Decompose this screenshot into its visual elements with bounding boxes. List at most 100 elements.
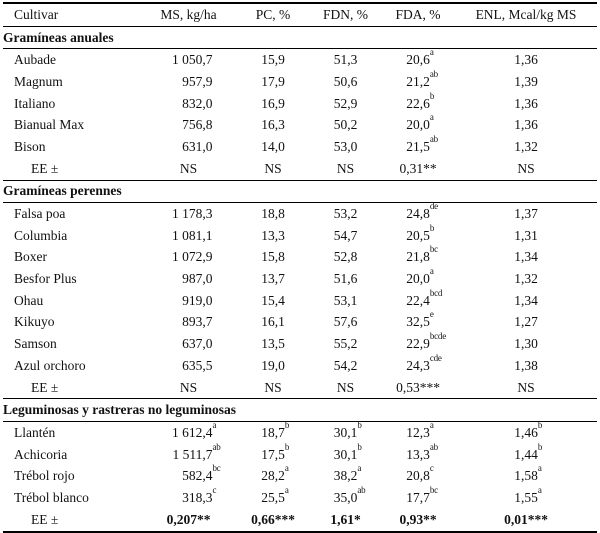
value-text: 52,9 xyxy=(333,95,358,111)
fdn-cell: NS xyxy=(310,157,381,181)
value-text: 0,01*** xyxy=(504,511,548,527)
significance-superscript: a xyxy=(284,484,289,495)
enl-cell: 1,36 xyxy=(455,114,597,136)
value-text: 51,6 xyxy=(333,271,358,287)
col-header-enl: ENL, Mcal/kg MS xyxy=(455,3,597,27)
value-text: 51,3 xyxy=(333,52,358,68)
significance-superscript: a xyxy=(537,484,542,495)
ms-cell: 1 178,3 xyxy=(141,203,236,225)
significance-superscript: b xyxy=(284,419,290,430)
significance-superscript: b xyxy=(357,441,362,452)
value-text: 1,58 xyxy=(514,468,538,484)
fdn-cell: 57,6 xyxy=(310,312,381,334)
value-text: 1,46 xyxy=(514,424,538,440)
cultivar-cell: Trébol rojo xyxy=(14,468,75,484)
pc-cell: 25,5 a xyxy=(236,484,310,509)
fdn-cell: NS xyxy=(310,376,381,400)
value-text: 1,32 xyxy=(514,271,538,287)
fda-cell: 12,3 a xyxy=(381,420,455,444)
value-text: 28,2 xyxy=(261,468,285,484)
cultivar-cell: Ohau xyxy=(14,292,44,308)
value-text: 1,44 xyxy=(514,446,538,462)
value-text: 24,3 xyxy=(406,357,430,373)
table-row: Azul orchoro 635,5 19,0 54,2 24,3 cde 1,38 xyxy=(3,353,597,377)
fdn-cell: 53,1 xyxy=(310,290,381,312)
value-text: 18,8 xyxy=(261,206,285,222)
cultivar-cell: Llantén xyxy=(14,424,56,440)
fdn-cell: 50,6 xyxy=(310,71,381,93)
enl-cell: 1,39 xyxy=(455,71,597,93)
value-text: 0,207** xyxy=(166,511,211,527)
cultivar-cell: Kikuyo xyxy=(14,314,55,330)
pc-cell: NS xyxy=(236,376,310,400)
fdn-cell: 52,9 xyxy=(310,93,381,115)
value-text: 0,66*** xyxy=(251,511,295,527)
value-text: NS xyxy=(179,160,198,176)
enl-cell: 1,34 xyxy=(455,247,597,269)
significance-superscript: bc xyxy=(429,484,438,495)
section-title: Gramíneas anuales xyxy=(3,26,597,50)
value-text: 15,4 xyxy=(261,292,285,308)
significance-superscript: ab xyxy=(429,133,438,144)
table-body: Gramíneas anuales Aubade 1 050,7 15,9 51,3 20… xyxy=(3,26,597,532)
ms-cell: 631,0 xyxy=(141,136,236,158)
enl-cell: 1,55 a xyxy=(455,484,597,509)
fdn-cell: 54,7 xyxy=(310,225,381,247)
cultivar-cell: Trébol blanco xyxy=(14,489,89,505)
value-text: 12,3 xyxy=(406,424,430,440)
significance-superscript: bc xyxy=(429,244,438,255)
value-text: 756,8 xyxy=(182,117,213,133)
value-text: 30,1 xyxy=(333,424,358,440)
pc-cell: 0,66*** xyxy=(236,508,310,532)
fdn-cell: 53,2 xyxy=(310,203,381,225)
ms-cell: 987,0 xyxy=(141,268,236,290)
enl-cell: 0,01*** xyxy=(455,508,597,532)
significance-superscript: b xyxy=(284,441,290,452)
pc-cell: 18,7 b xyxy=(236,419,310,444)
significance-superscript: a xyxy=(429,112,434,123)
value-text: 50,2 xyxy=(333,117,358,133)
fda-cell: 13,3 ab xyxy=(381,442,455,466)
table-row: Bison 631,0 14,0 53,0 21,5 ab 1,32 xyxy=(3,133,597,158)
value-text: 1,55 xyxy=(514,489,538,505)
fda-cell: 20,0 a xyxy=(381,266,455,290)
col-header-fda: FDA, % xyxy=(381,3,455,27)
header-row: Cultivar MS, kg/ha PC, % FDN, % FDA, % E… xyxy=(3,3,597,27)
cultivar-cell: Magnum xyxy=(14,73,63,89)
significance-superscript: c xyxy=(429,463,434,474)
fda-cell: 0,31** xyxy=(381,157,455,181)
significance-superscript: b xyxy=(429,222,435,233)
table-row: Aubade 1 050,7 15,9 51,3 20,6 a 1,36 xyxy=(3,48,597,71)
pc-cell: NS xyxy=(236,157,310,181)
cultivar-cell: Italiano xyxy=(14,95,56,111)
ms-cell: 756,8 xyxy=(141,114,236,136)
cultivar-cell: EE ± xyxy=(3,376,141,400)
value-text: 0,93** xyxy=(399,511,437,527)
value-text: 17,5 xyxy=(261,446,285,462)
ms-cell: 318,3 c xyxy=(141,485,236,509)
value-text: 21,5 xyxy=(406,138,430,154)
significance-superscript: ab xyxy=(357,484,366,495)
pc-cell: 15,9 xyxy=(236,49,310,71)
value-text: 15,8 xyxy=(261,249,285,265)
value-text: 1,34 xyxy=(514,292,538,308)
cultivar-cell: Bianual Max xyxy=(14,117,85,133)
fda-cell: 0,53*** xyxy=(381,376,455,400)
value-text: 20,0 xyxy=(406,271,430,287)
value-text: 54,2 xyxy=(333,357,358,373)
table-row: Bianual Max 756,8 16,3 50,2 20,0 a 1,36 xyxy=(3,112,597,136)
value-text: 13,5 xyxy=(261,336,285,352)
table-row: Ohau 919,0 15,4 53,1 22,4 bcd 1,34 xyxy=(3,288,597,312)
value-text: 22,9 xyxy=(406,336,430,352)
significance-superscript: a xyxy=(429,266,434,277)
fda-cell: 22,6 b xyxy=(381,91,455,115)
fda-cell: 20,5 b xyxy=(381,222,455,247)
fdn-cell: 51,3 xyxy=(310,49,381,71)
ms-cell: 1 050,7 xyxy=(141,49,236,71)
value-text: 52,8 xyxy=(333,249,358,265)
fdn-cell: 38,2 a xyxy=(310,464,381,487)
fda-cell: 0,93** xyxy=(381,508,455,532)
fdn-cell: 35,0 ab xyxy=(310,484,381,509)
value-text: NS xyxy=(336,160,355,176)
value-text: 1 612,4 xyxy=(172,424,213,440)
